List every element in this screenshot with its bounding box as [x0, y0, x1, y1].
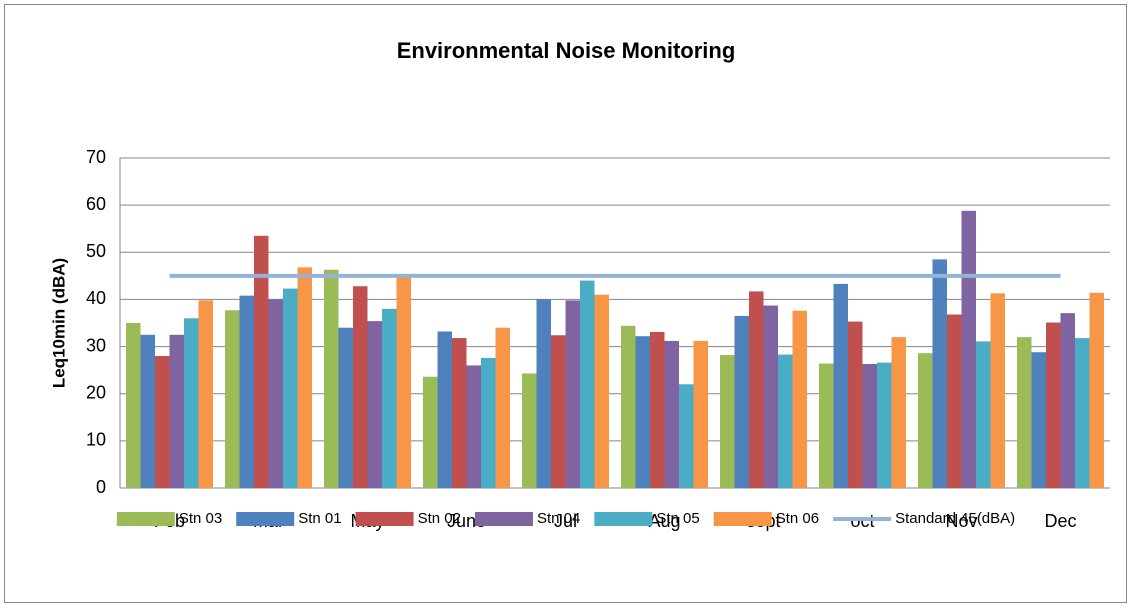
bar: [495, 327, 510, 488]
legend-label: Standard 45(dBA): [895, 510, 1015, 527]
x-tick-label: Aug: [648, 511, 680, 531]
bar: [621, 325, 636, 488]
bar: [833, 283, 848, 488]
bar: [155, 356, 170, 488]
bar: [693, 340, 708, 488]
bar: [792, 310, 807, 488]
y-tick-label: 50: [86, 241, 106, 261]
bar: [947, 314, 962, 488]
bar: [225, 310, 240, 488]
bar: [254, 235, 269, 488]
bar: [749, 291, 764, 488]
legend-swatch: [355, 512, 414, 526]
bar: [522, 373, 537, 488]
legend-swatch: [594, 512, 653, 526]
bar: [1075, 338, 1090, 488]
y-tick-label: 0: [96, 477, 106, 497]
bar: [976, 341, 991, 488]
bar: [283, 288, 298, 488]
bar: [1060, 313, 1075, 488]
bar: [679, 384, 694, 488]
bar: [239, 295, 254, 488]
bar: [862, 364, 877, 488]
bar: [268, 299, 283, 488]
x-tick-label: Jul: [554, 511, 577, 531]
bar: [198, 300, 213, 488]
bar: [848, 321, 863, 488]
legend-label: Stn 04: [537, 510, 580, 527]
bar: [437, 331, 452, 488]
bar: [1046, 322, 1061, 488]
legend-swatch: [236, 512, 295, 526]
bar: [918, 353, 933, 488]
bar: [720, 355, 735, 488]
bar: [536, 299, 551, 488]
legend-label: Stn 02: [418, 510, 461, 527]
bar: [338, 327, 353, 488]
bar: [1089, 292, 1104, 488]
legend-label: Stn 05: [656, 510, 699, 527]
bar: [932, 259, 947, 488]
y-tick-label: 20: [86, 382, 106, 402]
x-tick-label: Nov: [945, 511, 977, 531]
bar: [734, 315, 749, 488]
y-tick-label: 10: [86, 430, 106, 450]
bar: [819, 363, 834, 488]
bar: [481, 357, 496, 488]
bar: [664, 340, 679, 488]
y-tick-label: 70: [86, 147, 106, 167]
bar: [551, 335, 566, 488]
legend-swatch: [116, 512, 175, 526]
bar: [778, 354, 793, 488]
bar: [594, 294, 609, 488]
legend-swatch: [713, 512, 772, 526]
bar: [650, 331, 665, 488]
bar: [466, 365, 481, 488]
bar: [423, 376, 438, 488]
chart-title: Environmental Noise Monitoring: [397, 38, 736, 63]
bar: [990, 293, 1005, 488]
bar: [891, 337, 906, 488]
legend-label: Stn 03: [179, 510, 222, 527]
bar: [140, 334, 155, 488]
bar: [297, 267, 312, 488]
y-tick-label: 60: [86, 194, 106, 214]
bar: [324, 269, 339, 488]
bar: [126, 323, 141, 488]
legend-swatch: [474, 512, 533, 526]
legend: Stn 03 Stn 01 Stn 02 Stn 04 Stn 05 Stn 06 Stan…: [116, 510, 1015, 527]
bar: [580, 280, 595, 488]
bar: [1031, 352, 1046, 488]
bar: [353, 286, 368, 488]
legend-label: Stn 01: [298, 510, 341, 527]
bar: [452, 338, 467, 488]
bar: [1017, 337, 1032, 488]
bar: [877, 362, 892, 488]
bar: [961, 210, 976, 489]
y-tick-label: 40: [86, 288, 106, 308]
bar: [396, 276, 411, 488]
bar: [367, 321, 382, 488]
bar: [184, 318, 199, 488]
bar: [565, 300, 580, 488]
bar: [763, 305, 778, 488]
y-tick-label: 30: [86, 335, 106, 355]
bar: [382, 308, 397, 488]
y-axis-label: Leq10min (dBA): [49, 258, 68, 388]
x-tick-label: Dec: [1044, 511, 1076, 531]
bar: [169, 334, 184, 488]
bar: [635, 336, 650, 488]
legend-label: Stn 06: [776, 510, 819, 527]
